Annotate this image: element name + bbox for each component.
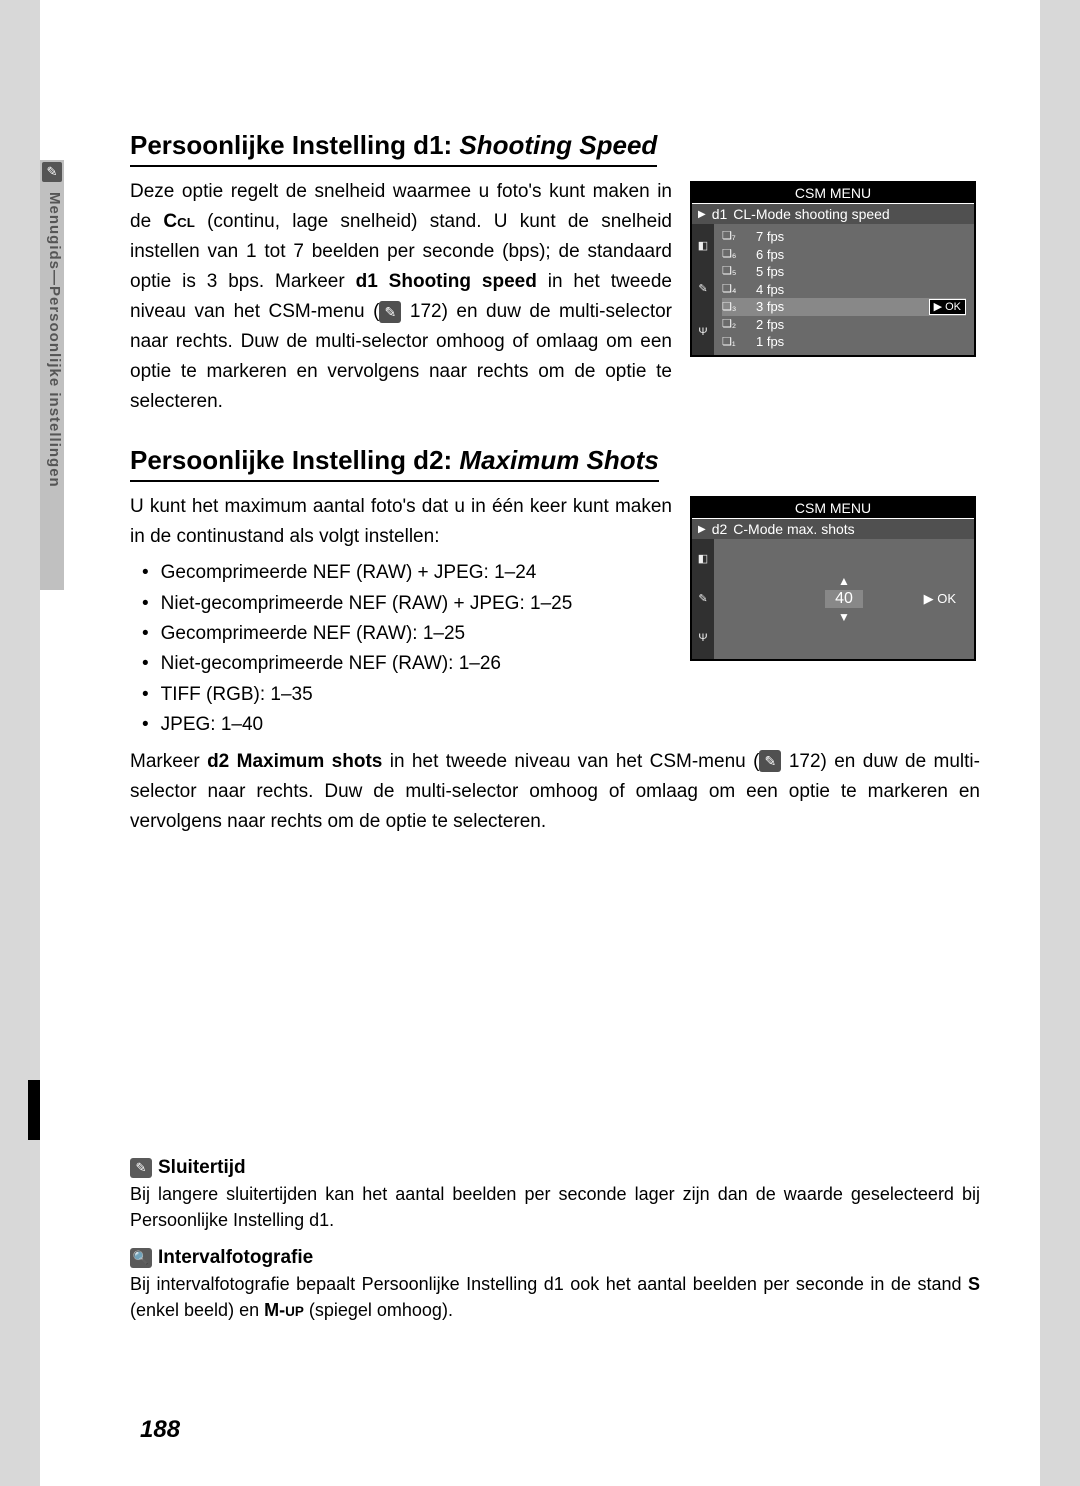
burst-icon: ❏₃: [722, 300, 744, 315]
screen-subtitle: ▶ d1 CL-Mode shooting speed: [692, 204, 974, 224]
pencil-icon: ✎: [130, 1158, 152, 1178]
section-d1: Persoonlijke Instelling d1: Shooting Spe…: [130, 130, 980, 417]
note-title: Intervalfotografie: [158, 1247, 313, 1269]
note-text: Bij intervalfotografie bepaalt Persoonli…: [130, 1271, 980, 1323]
burst-icon: ❏₆: [722, 247, 744, 262]
notes-block: ✎ Sluitertijd Bij langere sluitertijden …: [130, 1157, 980, 1323]
pencil-icon: ✎: [379, 301, 401, 323]
side-icon-strip: ◧ ✎ Ψ: [692, 539, 714, 659]
magnify-icon: 🔍: [130, 1248, 152, 1268]
pencil-icon: ✎: [759, 750, 781, 772]
fork-icon: Ψ: [696, 632, 710, 646]
pencil-icon: ✎: [42, 162, 62, 182]
fork-icon: Ψ: [696, 326, 710, 340]
play-icon: ▶: [698, 524, 706, 535]
fps-option[interactable]: ❏₂2 fps: [722, 316, 966, 334]
note-heading: ✎ Sluitertijd: [130, 1157, 980, 1179]
screen-title: CSM MENU: [692, 183, 974, 204]
value-spinner[interactable]: ▲ 40 ▼ ▶ OK: [714, 539, 974, 659]
heading-italic: Shooting Speed: [459, 130, 657, 160]
d1-paragraph: Deze optie regelt de snelheid waarmee u …: [130, 177, 672, 417]
bullet-item: JPEG: 1–40: [142, 710, 672, 740]
pencil-icon: ✎: [696, 282, 710, 296]
page-number: 188: [140, 1416, 180, 1444]
burst-icon: ❏₂: [722, 317, 744, 332]
heading-prefix: Persoonlijke Instelling d1:: [130, 130, 459, 160]
fps-option[interactable]: ❏₁1 fps: [722, 333, 966, 351]
note-title: Sluitertijd: [158, 1157, 246, 1179]
spinner-value: 40: [825, 590, 863, 608]
note-text: Bij langere sluitertijden kan het aantal…: [130, 1181, 980, 1233]
burst-icon: ❏₇: [722, 229, 744, 244]
black-edge-tab: [28, 1080, 40, 1140]
d2-intro: U kunt het maximum aantal foto's dat u i…: [130, 492, 672, 552]
camera-icon: ◧: [696, 239, 710, 253]
up-arrow-icon: ▲: [838, 574, 850, 588]
note-heading: 🔍 Intervalfotografie: [130, 1247, 980, 1269]
bullet-item: Niet-gecomprimeerde NEF (RAW) + JPEG: 1–…: [142, 589, 672, 619]
bullet-item: Gecomprimeerde NEF (RAW) + JPEG: 1–24: [142, 558, 672, 588]
fps-option[interactable]: ❏₅5 fps: [722, 263, 966, 281]
play-icon: ▶: [698, 209, 706, 220]
d2-after-paragraph: Markeer d2 Maximum shots in het tweede n…: [130, 747, 980, 837]
bullet-item: Niet-gecomprimeerde NEF (RAW): 1–26: [142, 649, 672, 679]
content-area: Persoonlijke Instelling d1: Shooting Spe…: [130, 130, 980, 1323]
bullet-item: Gecomprimeerde NEF (RAW): 1–25: [142, 619, 672, 649]
bullet-item: TIFF (RGB): 1–35: [142, 680, 672, 710]
fps-option[interactable]: ❏₄4 fps: [722, 281, 966, 299]
heading-d1: Persoonlijke Instelling d1: Shooting Spe…: [130, 130, 657, 167]
pencil-icon: ✎: [696, 592, 710, 606]
fps-option-list: ❏₇7 fps ❏₆6 fps ❏₅5 fps ❏₄4 fps ❏₃3 fps▶…: [714, 224, 974, 355]
down-arrow-icon: ▼: [838, 610, 850, 624]
manual-page: Persoonlijke Instelling d1: Shooting Spe…: [40, 0, 1040, 1486]
ok-label: ▶ OK: [924, 591, 956, 607]
camera-menu-screen-d2: CSM MENU ▶ d2 C-Mode max. shots ◧ ✎ Ψ: [690, 496, 976, 661]
fps-option[interactable]: ❏₇7 fps: [722, 228, 966, 246]
side-icon-strip: ◧ ✎ Ψ: [692, 224, 714, 355]
fps-option[interactable]: ❏₆6 fps: [722, 246, 966, 264]
burst-icon: ❏₄: [722, 282, 744, 297]
fps-option-selected[interactable]: ❏₃3 fps▶ OK: [722, 298, 966, 316]
section-d2: Persoonlijke Instelling d2: Maximum Shot…: [130, 445, 980, 836]
heading-d2: Persoonlijke Instelling d2: Maximum Shot…: [130, 445, 659, 482]
sidebar-breadcrumb: Menugids—Persoonlijke instellingen: [41, 192, 63, 488]
camera-icon: ◧: [696, 552, 710, 566]
d2-bullet-list: Gecomprimeerde NEF (RAW) + JPEG: 1–24 Ni…: [130, 558, 672, 740]
heading-prefix: Persoonlijke Instelling d2:: [130, 445, 459, 475]
burst-icon: ❏₁: [722, 335, 744, 350]
camera-menu-screen-d1: CSM MENU ▶ d1 CL-Mode shooting speed ◧ ✎…: [690, 181, 976, 357]
burst-icon: ❏₅: [722, 264, 744, 279]
screen-subtitle: ▶ d2 C-Mode max. shots: [692, 519, 974, 539]
heading-italic: Maximum Shots: [459, 445, 658, 475]
screen-title: CSM MENU: [692, 498, 974, 519]
ok-badge: ▶ OK: [929, 299, 966, 316]
